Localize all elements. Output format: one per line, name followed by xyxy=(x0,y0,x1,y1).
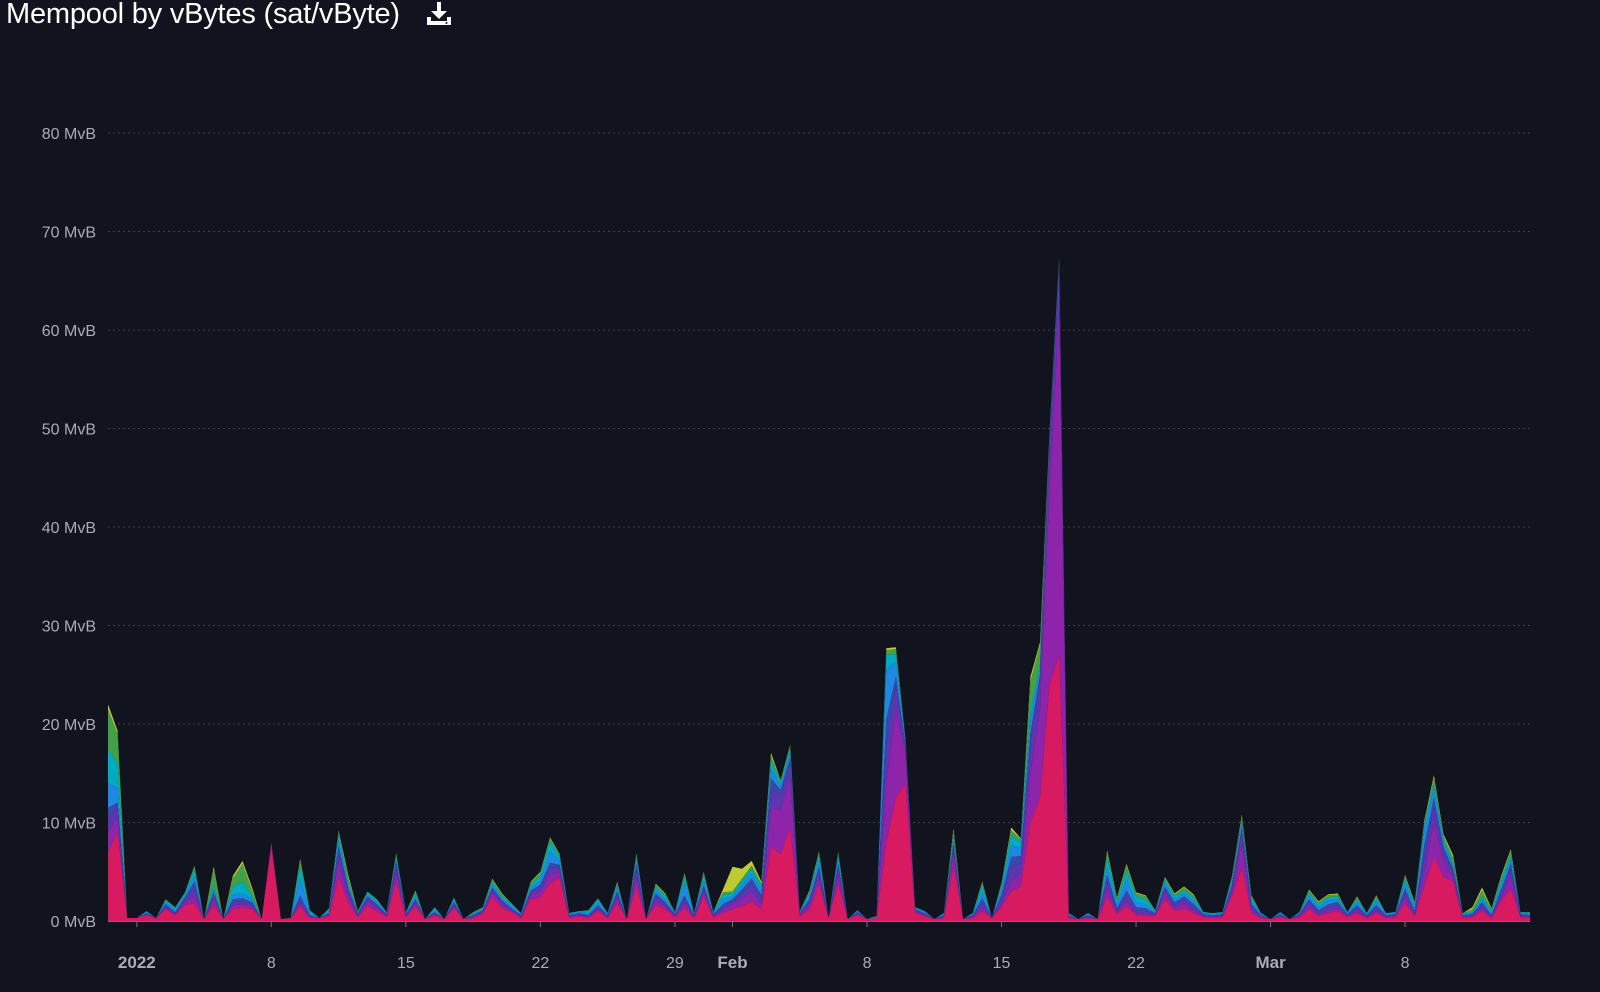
x-tick-label: Feb xyxy=(717,953,747,972)
series-area-4 xyxy=(108,266,1530,919)
download-icon xyxy=(426,2,451,25)
series-area-5 xyxy=(108,263,1530,919)
series-areas xyxy=(108,257,1530,921)
y-tick-label: 80 MvB xyxy=(42,126,96,143)
series-area-3 xyxy=(108,270,1530,919)
x-tick-label: 29 xyxy=(666,955,684,972)
y-axis-labels: 0 MvB 10 MvB 20 MvB 30 MvB 40 MvB 50 MvB 60 Mv… xyxy=(42,126,96,931)
x-tick-label: Mar xyxy=(1255,953,1286,972)
x-axis xyxy=(108,921,1530,927)
chart-header: Mempool by vBytes (sat/vByte) xyxy=(6,0,454,37)
y-tick-label: 60 MvB xyxy=(42,323,96,340)
download-button[interactable] xyxy=(424,0,454,29)
series-area-8 xyxy=(108,257,1530,920)
x-tick-label: 8 xyxy=(863,955,872,972)
y-tick-label: 50 MvB xyxy=(42,422,96,439)
series-area-2 xyxy=(108,310,1530,919)
x-tick-label: 15 xyxy=(993,955,1011,972)
y-tick-label: 70 MvB xyxy=(42,225,96,242)
x-axis-labels: 2022 8 15 22 29 Feb 8 15 22 Mar 8 xyxy=(118,953,1410,972)
y-tick-label: 10 MvB xyxy=(42,816,96,833)
grid-lines xyxy=(108,132,1530,823)
y-tick-label: 20 MvB xyxy=(42,717,96,734)
series-area-6 xyxy=(108,260,1530,920)
x-tick-label: 8 xyxy=(267,955,276,972)
x-tick-label: 15 xyxy=(397,955,415,972)
x-tick-label: 2022 xyxy=(118,953,156,972)
x-tick-label: 8 xyxy=(1401,955,1410,972)
chart-title: Mempool by vBytes (sat/vByte) xyxy=(6,0,400,30)
y-tick-label: 30 MvB xyxy=(42,619,96,636)
series-area-7 xyxy=(108,258,1530,920)
y-tick-label: 0 MvB xyxy=(51,914,96,931)
x-tick-label: 22 xyxy=(1127,955,1145,972)
y-tick-label: 40 MvB xyxy=(42,520,96,537)
x-tick-label: 22 xyxy=(531,955,549,972)
